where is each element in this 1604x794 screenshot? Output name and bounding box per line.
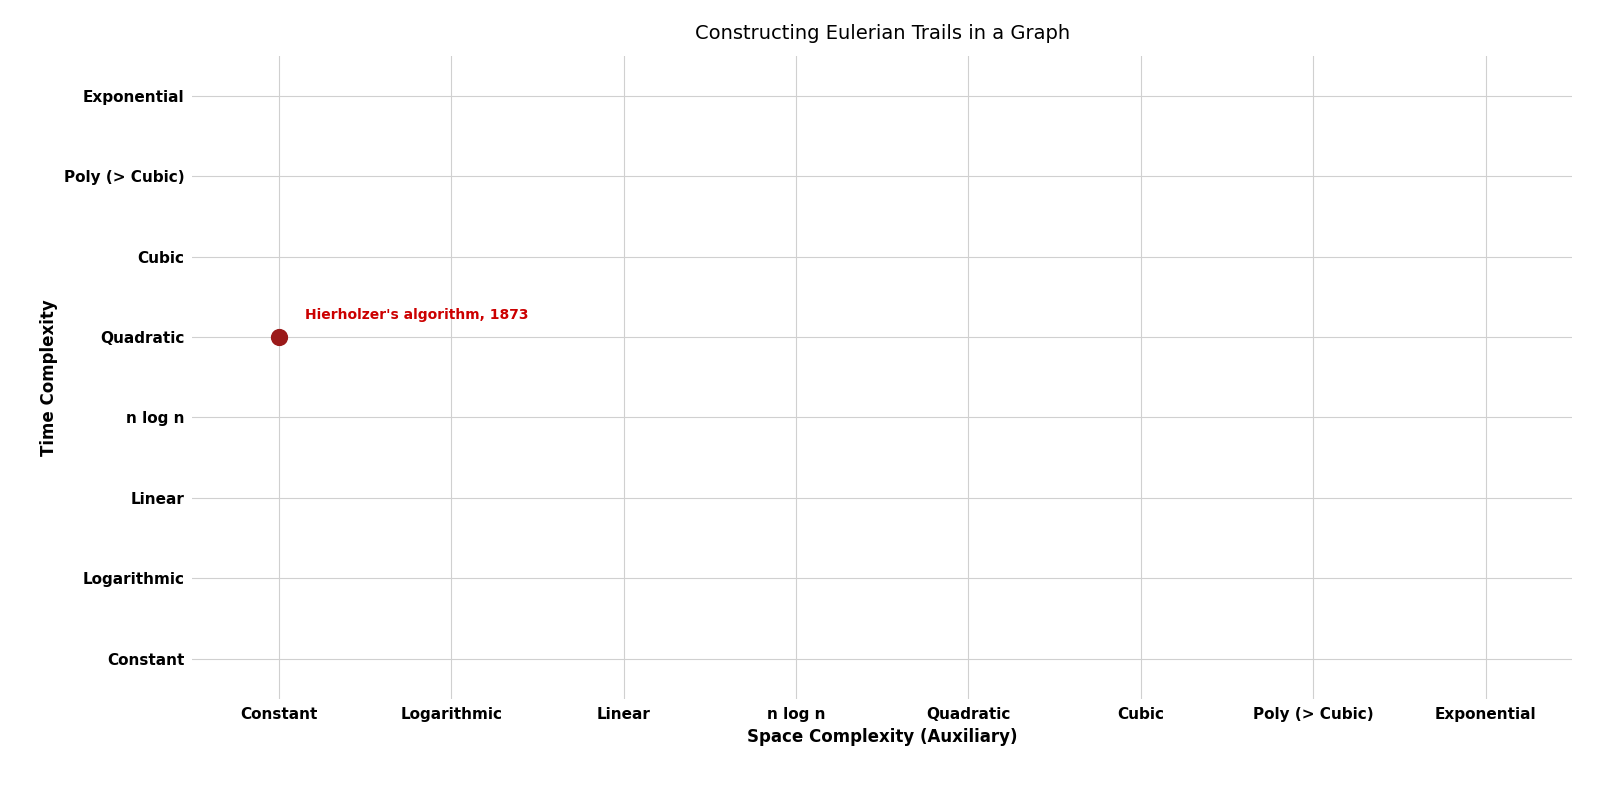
Point: [266, 330, 292, 343]
Text: Hierholzer's algorithm, 1873: Hierholzer's algorithm, 1873: [305, 308, 528, 322]
Title: Constructing Eulerian Trails in a Graph: Constructing Eulerian Trails in a Graph: [695, 24, 1070, 43]
X-axis label: Space Complexity (Auxiliary): Space Complexity (Auxiliary): [747, 727, 1017, 746]
Y-axis label: Time Complexity: Time Complexity: [40, 299, 58, 456]
